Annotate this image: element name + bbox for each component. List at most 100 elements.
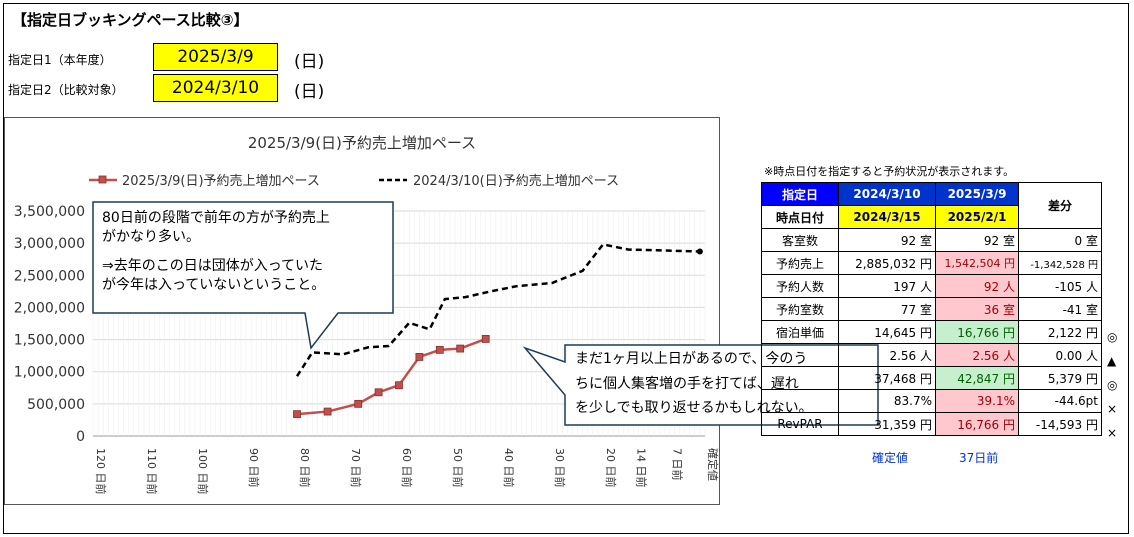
head-date-a: 2024/3/10 <box>838 182 936 206</box>
chart-legend: 2025/3/9(日)予約売上増加ペース 2024/3/10(日)予約売上増加ペ… <box>89 173 619 189</box>
head-point-date-label: 時点日付 <box>761 205 839 229</box>
legend-series-2025: 2025/3/9(日)予約売上増加ペース <box>122 173 320 189</box>
sheet-frame <box>3 3 1129 534</box>
evaluation-mark: ▲ <box>1107 354 1117 368</box>
point-date-b[interactable]: 2025/2/1 <box>935 205 1019 229</box>
row-value-a: 2,885,032 円 <box>838 251 936 275</box>
callout-left-line-4: が今年は入っていないということ。 <box>102 277 325 293</box>
data-point <box>395 381 403 390</box>
data-point-end <box>696 248 703 255</box>
y-tick-label: 500,000 <box>27 397 85 413</box>
table-row: 予約人数 197 人 92 人 -105 人 <box>761 274 1102 298</box>
row-label: 予約売上 <box>761 251 839 275</box>
row-label: 宿泊単価 <box>761 320 839 344</box>
row-value-b: 2.56 人 <box>935 343 1019 367</box>
row-value-a: 83.7% <box>838 389 936 413</box>
data-point <box>481 335 490 343</box>
row-diff: -41 室 <box>1018 297 1102 321</box>
comparison-table: 指定日 2024/3/10 2025/3/9 差分 時点日付 2024/3/15… <box>761 182 1102 436</box>
head-date-b: 2025/3/9 <box>935 182 1019 206</box>
row-diff: 0 室 <box>1018 228 1102 252</box>
date1-dow: (日) <box>294 52 325 72</box>
row-value-a: 77 室 <box>838 297 936 321</box>
callout-left-line-1: 80日前の段階で前年の方が予約売上 <box>102 209 330 226</box>
x-tick-label: 90 日前 <box>247 448 261 488</box>
data-point <box>293 410 301 419</box>
x-tick-label: 30 日前 <box>553 448 567 488</box>
row-label: 客室数 <box>761 228 839 252</box>
evaluation-mark: × <box>1107 402 1118 416</box>
x-axis: 120 日前 110 日前 100 日前 90 日前 80 日前 70 日前 60 日前 50… <box>94 448 720 495</box>
date2-dow: (日) <box>294 82 325 102</box>
y-tick-label: 3,000,000 <box>14 236 85 252</box>
data-point <box>415 353 424 361</box>
table-row: 予約室数 77 室 36 室 -41 室 <box>761 297 1102 321</box>
row-diff: -105 人 <box>1018 274 1102 298</box>
footer-days-before: 37日前 <box>959 451 999 465</box>
date1-field[interactable]: 2025/3/9 <box>153 43 278 71</box>
row-value-b: 92 人 <box>935 274 1019 298</box>
row-diff: -44.6pt <box>1018 389 1102 413</box>
booking-pace-chart: 2025/3/9(日)予約売上増加ペース 2025/3/9(日)予約売上増加ペー… <box>14 134 720 495</box>
row-value-b: 39.1% <box>935 389 1019 413</box>
x-tick-label: 120 日前 <box>94 448 108 495</box>
row-label: RevPAR <box>761 412 839 436</box>
x-tick-label: 50 日前 <box>451 448 465 488</box>
chart-title: 2025/3/9(日)予約売上増加ペース <box>248 134 476 152</box>
row-value-a: 37,468 円 <box>838 366 936 390</box>
x-tick-label: 100 日前 <box>196 448 210 495</box>
footer-final: 確定値 <box>872 451 909 465</box>
page-title: 【指定日ブッキングペース比較③】 <box>12 11 249 29</box>
y-tick-label: 0 <box>76 429 85 445</box>
date2-field[interactable]: 2024/3/10 <box>153 74 278 102</box>
x-tick-label: 40 日前 <box>502 448 516 488</box>
callout-left: 80日前の段階で前年の方が予約売上 がかなり多い。 ⇒去年のこの日は団体が入って… <box>92 201 394 350</box>
x-tick-label: 確定値 <box>706 448 719 481</box>
chart-container: 2025/3/9(日)予約売上増加ペース 2025/3/9(日)予約売上増加ペー… <box>4 117 720 505</box>
date2-label: 指定日2（比較対象） <box>8 83 124 97</box>
row-label <box>761 389 839 413</box>
table-row: 83.7% 39.1% -44.6pt <box>761 389 1102 413</box>
table-row: 予約売上 2,885,032 円 1,542,504 円 -1,342,528 円 <box>761 251 1102 275</box>
table-row: 宿泊単価 14,645 円 16,766 円 2,122 円 <box>761 320 1102 344</box>
x-tick-label: 7 日前 <box>670 448 684 481</box>
y-axis: 0 500,000 1,000,000 1,500,000 2,000,000 2,500… <box>14 204 85 445</box>
row-label: 予約室数 <box>761 297 839 321</box>
data-point <box>354 399 363 408</box>
y-tick-label: 2,500,000 <box>14 268 85 284</box>
data-point <box>374 388 383 397</box>
row-value-b: 42,847 円 <box>935 366 1019 390</box>
x-tick-label: 80 日前 <box>298 448 312 488</box>
x-tick-label: 110 日前 <box>145 448 159 495</box>
row-diff: -1,342,528 円 <box>1018 251 1102 275</box>
callout-left-line-3: ⇒去年のこの日は団体が入っていた <box>102 258 323 274</box>
table-row: 2.56 人 2.56 人 0.00 人 <box>761 343 1102 367</box>
x-tick-label: 14 日前 <box>635 448 649 488</box>
row-label <box>761 366 839 390</box>
data-point <box>323 407 332 416</box>
legend-series-2024: 2024/3/10(日)予約売上増加ペース <box>413 173 619 189</box>
row-label <box>761 343 839 367</box>
head-diff: 差分 <box>1018 182 1102 229</box>
series-line-1 <box>295 243 700 377</box>
row-diff: 0.00 人 <box>1018 343 1102 367</box>
chart-series <box>293 243 703 419</box>
row-value-a: 92 室 <box>838 228 936 252</box>
data-point <box>456 344 465 353</box>
x-tick-label: 20 日前 <box>604 448 618 488</box>
point-date-a[interactable]: 2024/3/15 <box>838 205 936 229</box>
row-label: 予約人数 <box>761 274 839 298</box>
data-point <box>435 345 444 354</box>
row-diff: -14,593 円 <box>1018 412 1102 436</box>
y-tick-label: 1,500,000 <box>14 333 85 349</box>
row-value-a: 2.56 人 <box>838 343 936 367</box>
x-tick-label: 70 日前 <box>349 448 363 488</box>
x-tick-label: 60 日前 <box>400 448 414 488</box>
evaluation-mark: ◎ <box>1107 378 1118 392</box>
callout-left-line-2: がかなり多い。 <box>102 228 200 245</box>
row-value-a: 14,645 円 <box>838 320 936 344</box>
row-value-b: 36 室 <box>935 297 1019 321</box>
date1-label: 指定日1（本年度） <box>8 53 112 67</box>
head-target-date-label: 指定日 <box>761 182 839 206</box>
